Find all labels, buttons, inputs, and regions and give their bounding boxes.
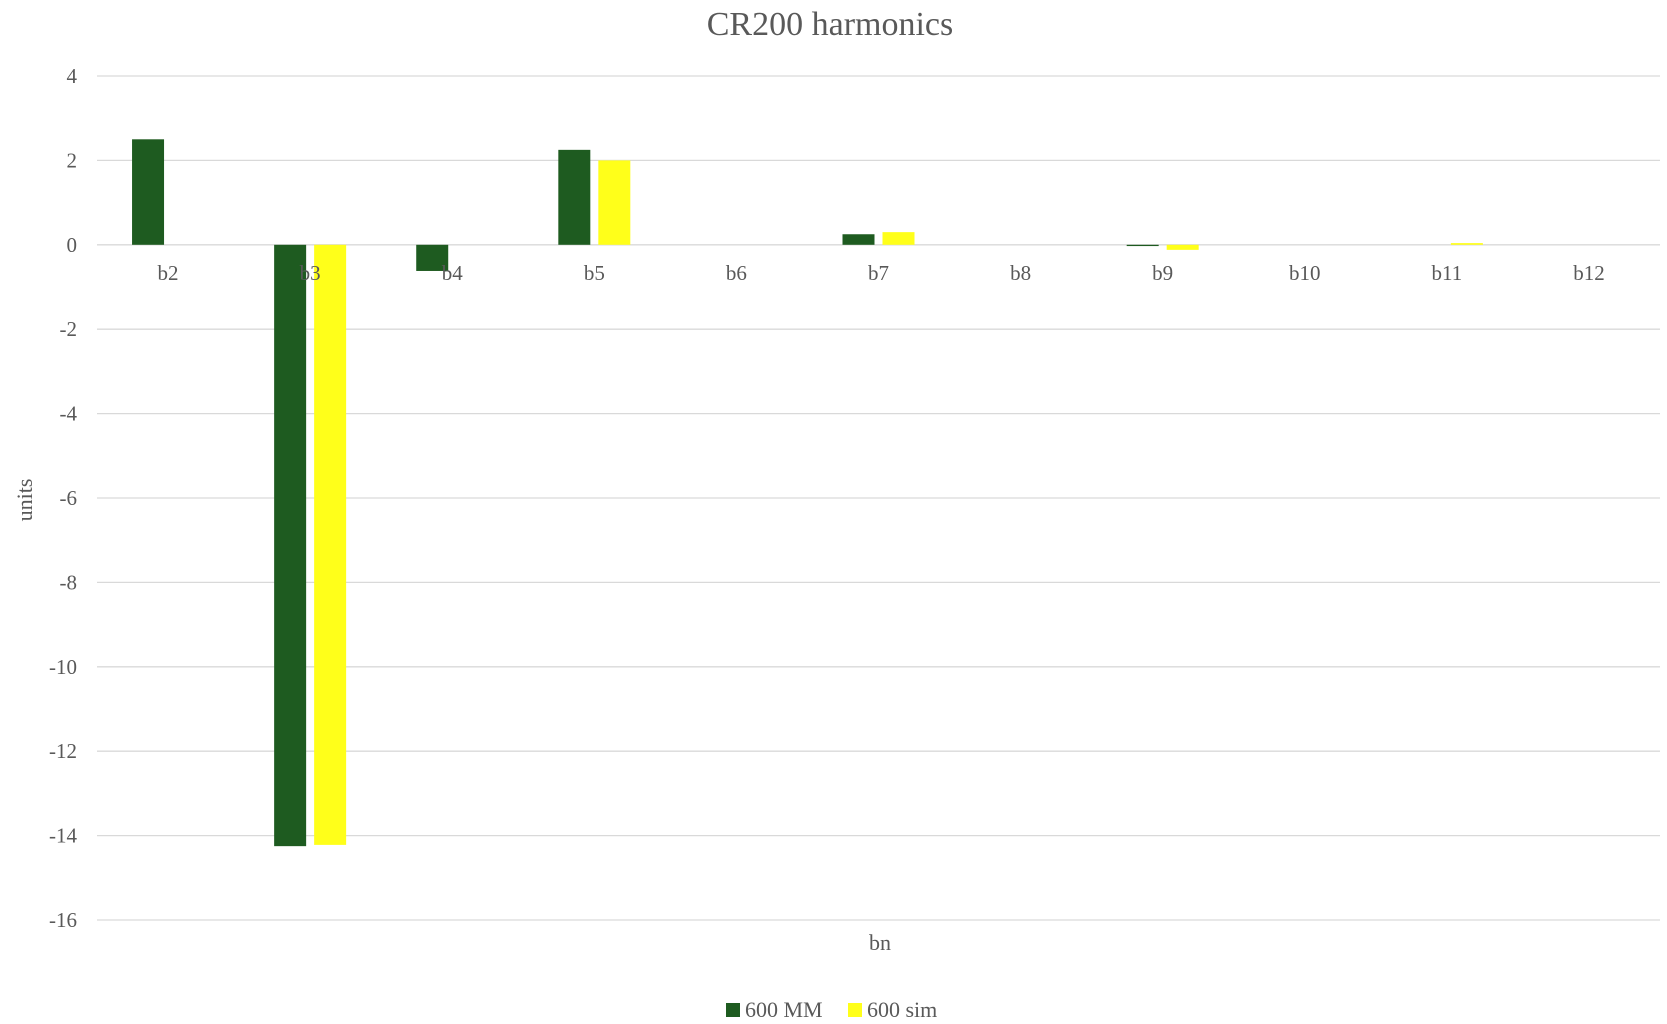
legend-swatch <box>848 1003 862 1017</box>
y-tick-label: 2 <box>67 148 78 172</box>
y-tick-label: 4 <box>67 64 78 88</box>
category-label: b12 <box>1573 261 1605 285</box>
legend: 600 MM 600 sim <box>726 997 937 1022</box>
y-tick-label: -14 <box>49 824 77 848</box>
chart-title: CR200 harmonics <box>707 6 953 43</box>
legend-label: 600 sim <box>867 997 937 1022</box>
gridlines <box>97 75 1660 921</box>
bar-600-mm-b7 <box>842 234 875 245</box>
bars <box>132 139 1483 847</box>
x-axis-title: bn <box>869 930 891 955</box>
bar-600-mm-b4 <box>416 244 449 271</box>
bar-600-sim-b9 <box>1166 244 1199 250</box>
category-label: b4 <box>442 261 464 285</box>
category-label: b8 <box>1010 261 1031 285</box>
bar-600-sim-b3 <box>314 244 347 845</box>
category-label: b6 <box>726 261 747 285</box>
bar-600-mm-b9 <box>1126 244 1159 247</box>
y-tick-label: -8 <box>60 570 78 594</box>
y-tick-label: -10 <box>49 655 77 679</box>
category-label: b5 <box>584 261 605 285</box>
category-labels: b2 b3 b4 b5 b6 b7 b8 b9 b10 b11 b12 <box>158 261 1605 285</box>
category-label: b10 <box>1289 261 1321 285</box>
category-label: b3 <box>300 261 321 285</box>
category-label: b9 <box>1152 261 1173 285</box>
y-tick-label: 0 <box>67 233 78 257</box>
legend-swatch <box>726 1003 740 1017</box>
y-tick-labels: 4 2 0 -2 -4 -6 -8 -10 -12 -14 -16 <box>49 64 78 932</box>
y-tick-label: -2 <box>60 317 78 341</box>
y-tick-label: -4 <box>60 402 78 426</box>
bar-600-sim-b11 <box>1450 243 1483 245</box>
y-tick-label: -16 <box>49 908 77 932</box>
bar-600-mm-b5 <box>558 149 591 245</box>
bar-600-sim-b5 <box>598 160 631 245</box>
legend-label: 600 MM <box>745 997 823 1022</box>
y-axis-title: units <box>12 479 37 522</box>
category-label: b11 <box>1431 261 1462 285</box>
bar-600-mm-b2 <box>132 139 165 245</box>
bar-600-sim-b7 <box>882 232 915 245</box>
category-label: b7 <box>868 261 889 285</box>
y-tick-label: -12 <box>49 739 77 763</box>
category-label: b2 <box>158 261 179 285</box>
y-tick-label: -6 <box>60 486 78 510</box>
bar-600-mm-b3 <box>274 244 307 847</box>
